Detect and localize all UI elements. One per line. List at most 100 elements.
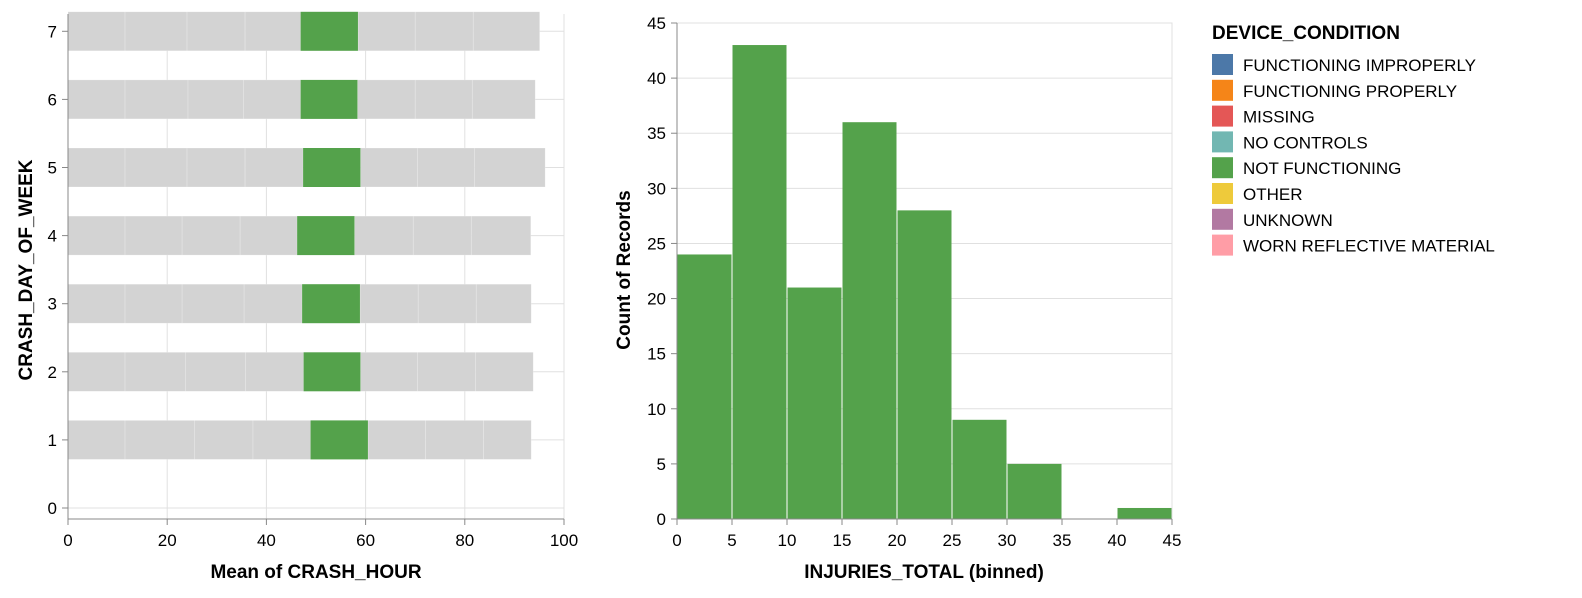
histogram-bar <box>732 45 787 520</box>
right-y-tick-label: 5 <box>657 455 666 474</box>
right-chart: 0 5 10 15 20 25 30 35 40 45 0 5 10 15 20 25 30 35 40 45 INJ… <box>614 14 1181 583</box>
legend-label: MISSING <box>1243 108 1315 127</box>
left-bar-segment <box>185 351 246 392</box>
legend-swatch <box>1212 131 1233 153</box>
left-bar-segment <box>124 79 189 120</box>
left-bar-segment <box>474 147 546 188</box>
legend-swatch <box>1212 157 1233 179</box>
left-bar-segment <box>302 284 361 324</box>
right-y-tick-label: 35 <box>647 124 666 143</box>
right-x-tick-label: 5 <box>727 531 736 550</box>
right-x-tick-label: 15 <box>833 531 852 550</box>
left-bar-segment <box>67 11 126 52</box>
left-bars <box>67 11 546 460</box>
left-y-tick-label: 6 <box>48 90 57 109</box>
left-bar-segment <box>475 351 534 392</box>
right-x-tick-label: 35 <box>1053 531 1072 550</box>
left-bar-segment <box>300 79 358 119</box>
left-bar-segment <box>124 283 183 324</box>
left-bar-segment <box>300 11 359 51</box>
left-bar-segment <box>67 79 126 120</box>
left-bar-segment <box>243 283 303 324</box>
right-bars <box>677 45 1172 520</box>
histogram-bar <box>1007 463 1062 519</box>
left-axes: 0 20 40 60 80 100 0 1 2 3 4 5 6 7 <box>48 14 578 550</box>
histogram-bar <box>677 254 732 519</box>
legend-items: FUNCTIONING IMPROPERLY FUNCTIONING PROPER… <box>1212 54 1495 256</box>
left-bar-segment <box>417 283 477 324</box>
legend-label: WORN REFLECTIVE MATERIAL <box>1243 237 1495 256</box>
left-bar-segment <box>367 420 426 460</box>
right-y-tick-label: 20 <box>647 290 666 309</box>
left-bar-segment <box>425 420 484 460</box>
histogram-bar <box>1117 507 1172 519</box>
left-bar-segment <box>303 148 361 187</box>
right-x-tick-label: 0 <box>672 531 681 550</box>
left-bar-segment <box>124 147 188 188</box>
left-bar-segment <box>297 216 355 256</box>
legend-label: FUNCTIONING IMPROPERLY <box>1243 56 1476 75</box>
left-bar-segment <box>243 79 301 120</box>
left-bar-segment <box>244 11 301 52</box>
left-y-tick-label: 7 <box>48 22 57 41</box>
right-x-tick-label: 20 <box>888 531 907 550</box>
right-y-tick-label: 30 <box>647 179 666 198</box>
right-x-tick-label: 40 <box>1108 531 1127 550</box>
legend-label: UNKNOWN <box>1243 211 1333 230</box>
left-x-tick-label: 80 <box>455 531 474 550</box>
legend-label: FUNCTIONING PROPERLY <box>1243 82 1457 101</box>
right-y-tick-label: 45 <box>647 14 666 33</box>
left-bar-segment <box>417 147 476 188</box>
left-y-tick-label: 2 <box>48 363 57 382</box>
left-bar-segment <box>412 215 472 256</box>
left-x-tick-label: 40 <box>257 531 276 550</box>
left-bar-segment <box>186 147 246 188</box>
left-x-axis-title: Mean of CRASH_HOUR <box>210 562 421 583</box>
right-x-tick-label: 45 <box>1163 531 1182 550</box>
left-bar-segment <box>303 352 361 392</box>
left-bar-segment <box>124 420 195 460</box>
right-y-tick-label: 40 <box>647 69 666 88</box>
left-y-tick-label: 4 <box>48 227 57 246</box>
right-y-axis-title: Count of Records <box>614 190 635 349</box>
left-bar-segment <box>354 215 414 256</box>
left-bar-segment <box>359 283 419 324</box>
left-bar-segment <box>194 420 254 460</box>
left-bar-segment <box>483 420 532 460</box>
left-bar-segment <box>124 351 186 392</box>
legend-swatch <box>1212 183 1233 204</box>
left-bar-segment <box>357 79 416 120</box>
left-bar-segment <box>475 283 532 324</box>
left-bar-segment <box>414 79 473 120</box>
left-y-tick-label: 0 <box>48 499 57 518</box>
left-y-tick-label: 3 <box>48 295 57 314</box>
left-bar-segment <box>124 11 188 52</box>
left-bar-segment <box>187 79 244 120</box>
right-x-tick-label: 25 <box>943 531 962 550</box>
left-x-tick-label: 20 <box>158 531 177 550</box>
left-bar-segment <box>67 215 126 256</box>
legend-label: OTHER <box>1243 185 1303 204</box>
left-bar-segment <box>181 215 241 256</box>
left-bar-segment <box>67 351 126 392</box>
right-x-tick-label: 30 <box>998 531 1017 550</box>
left-bar-segment <box>181 283 245 324</box>
left-bar-segment <box>360 351 418 392</box>
legend: DEVICE_CONDITION FUNCTIONING IMPROPERLYF… <box>1212 23 1495 256</box>
right-axes: 0 5 10 15 20 25 30 35 40 45 0 5 10 15 20 25 30 35 40 45 <box>647 14 1181 550</box>
legend-label: NOT FUNCTIONING <box>1243 159 1401 178</box>
legend-swatch <box>1212 208 1233 230</box>
left-bar-segment <box>67 420 126 460</box>
left-bar-segment <box>67 283 126 324</box>
left-y-tick-label: 1 <box>48 431 57 450</box>
legend-swatch <box>1212 105 1233 127</box>
left-bar-segment <box>470 215 532 256</box>
left-bar-segment <box>252 420 311 460</box>
right-y-tick-label: 25 <box>647 234 666 253</box>
legend-swatch <box>1212 79 1233 101</box>
left-y-axis-title: CRASH_DAY_OF_WEEK <box>16 159 37 380</box>
left-x-tick-label: 60 <box>356 531 375 550</box>
left-bar-segment <box>360 147 418 188</box>
